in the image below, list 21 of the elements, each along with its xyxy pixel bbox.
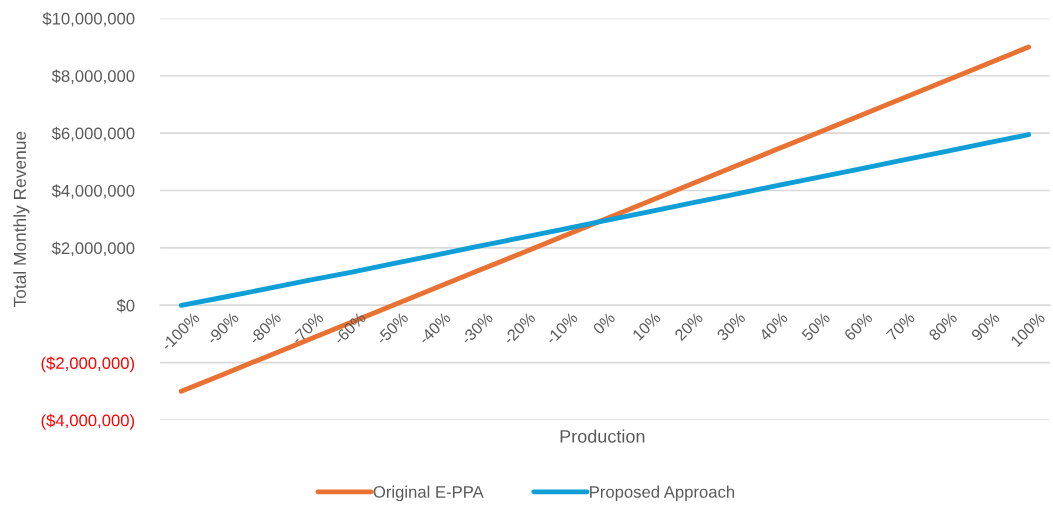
y-axis-title: Total Monthly Revenue [13, 131, 30, 308]
y-tick-label: $4,000,000 [51, 184, 135, 199]
x-tick-label: 40% [758, 311, 789, 342]
x-tick-label: 70% [885, 311, 916, 342]
y-tick-label: $10,000,000 [42, 12, 135, 27]
x-tick-label: 50% [800, 311, 831, 342]
legend-label: Original E-PPA [373, 485, 484, 502]
x-axis-title: Production [560, 429, 645, 443]
y-tick-label: $8,000,000 [51, 69, 135, 84]
x-tick-label: 80% [928, 311, 958, 342]
y-tick-label: $6,000,000 [51, 126, 135, 142]
x-tick-label: 90% [970, 311, 1001, 342]
legend-label: Proposed Approach [590, 485, 735, 502]
x-tick-label: 0% [592, 311, 616, 336]
y-tick-label: $2,000,000 [51, 241, 135, 257]
y-tick-label: $0 [116, 298, 135, 313]
y-tick-label: ($2,000,000) [41, 356, 135, 373]
x-tick-label: 30% [716, 311, 746, 342]
y-tick-label: ($4,000,000) [41, 413, 135, 430]
line-series [178, 132, 1032, 308]
x-tick-label: 60% [843, 311, 874, 342]
